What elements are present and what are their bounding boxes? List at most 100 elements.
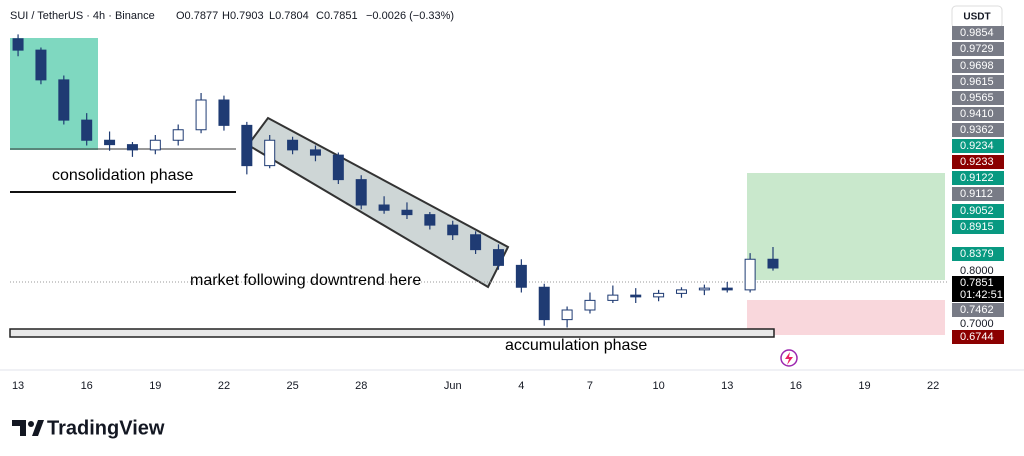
- candle-body: [721, 287, 733, 291]
- price-tag: 0.9615: [960, 76, 994, 88]
- event-icon[interactable]: [780, 349, 798, 367]
- candle-body: [35, 49, 47, 81]
- x-tick-label: 19: [858, 380, 870, 392]
- price-tag-bg: [952, 42, 1004, 56]
- candle-body: [378, 204, 390, 211]
- candle-body: [767, 258, 779, 269]
- x-tick-label: 13: [721, 380, 733, 392]
- candle-body: [172, 129, 184, 141]
- price-tag-bg: [952, 123, 1004, 137]
- stop-zone: [747, 300, 945, 335]
- candle-body: [104, 139, 116, 146]
- candle-body: [492, 249, 504, 266]
- annotation: accumulation phase: [505, 337, 647, 354]
- candle-body: [126, 144, 138, 151]
- candle-body: [241, 124, 253, 167]
- price-tag: 0.7000: [960, 318, 994, 330]
- price-tag: 0.7851: [960, 277, 994, 289]
- price-tag-bg: [952, 139, 1004, 153]
- price-tag-bg: [952, 204, 1004, 218]
- candle-body: [698, 287, 710, 291]
- candle-body: [218, 99, 230, 126]
- price-tag: 0.9234: [960, 140, 994, 152]
- price-tag-bg: [952, 171, 1004, 185]
- x-tick-label: 22: [218, 380, 230, 392]
- candle-body: [424, 214, 436, 226]
- x-tick-label: 7: [587, 380, 593, 392]
- symbol: SUI / TetherUS · 4h · Binance: [10, 10, 155, 22]
- candle-body: [744, 258, 756, 291]
- price-tag-bg: [952, 187, 1004, 201]
- candle-body: [287, 139, 299, 151]
- candle-body: [58, 79, 70, 121]
- candle-body: [630, 294, 642, 298]
- price-tag-bg: [952, 59, 1004, 73]
- candle-body: [653, 292, 665, 298]
- price-tag: 0.9410: [960, 108, 994, 120]
- candle-body: [355, 179, 367, 206]
- countdown: 01:42:51: [960, 289, 1003, 301]
- price-tag-bg: [952, 91, 1004, 105]
- quote-open: O0.7877: [176, 10, 218, 22]
- x-tick-label: Jun: [444, 380, 462, 392]
- price-tag-bg: [952, 220, 1004, 234]
- price-tag: 0.8915: [960, 221, 994, 233]
- x-tick-label: 28: [355, 380, 367, 392]
- event-icon-bolt: [785, 352, 793, 365]
- price-tag: 0.8000: [960, 265, 994, 277]
- price-tag: 0.8379: [960, 248, 994, 260]
- candle-body: [515, 264, 527, 288]
- candle-body: [195, 99, 207, 131]
- candle-body: [81, 119, 93, 141]
- x-tick-label: 13: [12, 380, 24, 392]
- quote-high: H0.7903: [222, 10, 264, 22]
- candle-body: [401, 209, 413, 216]
- candle-body: [332, 154, 344, 181]
- price-tag: 0.9122: [960, 172, 994, 184]
- logo-mark: [12, 420, 44, 436]
- price-tag-bg: [952, 26, 1004, 40]
- price-tag-bg: [952, 247, 1004, 261]
- price-tag: 0.9052: [960, 205, 994, 217]
- quote-change: −0.0026 (−0.33%): [366, 10, 454, 22]
- price-tag-bg: [952, 75, 1004, 89]
- x-tick-label: 16: [790, 380, 802, 392]
- candle-body: [470, 234, 482, 251]
- x-tick-label: 4: [518, 380, 524, 392]
- annotation: consolidation phase: [52, 167, 194, 184]
- price-tag-bg: [952, 276, 1004, 290]
- logo-text: TradingView: [47, 417, 165, 439]
- candle-body: [309, 149, 321, 156]
- candle-body: [675, 289, 687, 294]
- x-tick-label: 25: [286, 380, 298, 392]
- price-tag-bg: [952, 330, 1004, 344]
- support-band: [9, 328, 775, 338]
- currency[interactable]: USDT: [963, 12, 990, 23]
- price-tag: 0.9565: [960, 92, 994, 104]
- price-tag: 0.9112: [960, 188, 993, 200]
- price-tag-bg: [952, 264, 1004, 278]
- price-tag-bg: [952, 303, 1004, 317]
- candle-body: [264, 139, 276, 167]
- x-tick-label: 10: [652, 380, 664, 392]
- candle-body: [12, 38, 24, 51]
- quote-low: L0.7804: [269, 10, 309, 22]
- x-tick-label: 22: [927, 380, 939, 392]
- price-tag-bg: [952, 107, 1004, 121]
- price-tag: 0.6744: [960, 331, 994, 343]
- downtrend-channel: [246, 116, 510, 289]
- price-tag: 0.9362: [960, 124, 994, 136]
- candle-body: [561, 309, 573, 321]
- annotation: market following downtrend here: [190, 272, 421, 289]
- price-tag: 0.9854: [960, 27, 994, 39]
- price-tag: 0.9233: [960, 156, 994, 168]
- x-tick-label: 19: [149, 380, 161, 392]
- price-tag: 0.9698: [960, 60, 994, 72]
- price-tag: 0.7462: [960, 304, 994, 316]
- price-tag: 0.9729: [960, 43, 994, 55]
- price-tag-bg: [952, 317, 1004, 331]
- quote-close: C0.7851: [316, 10, 358, 22]
- countdown-bg: [952, 289, 1004, 302]
